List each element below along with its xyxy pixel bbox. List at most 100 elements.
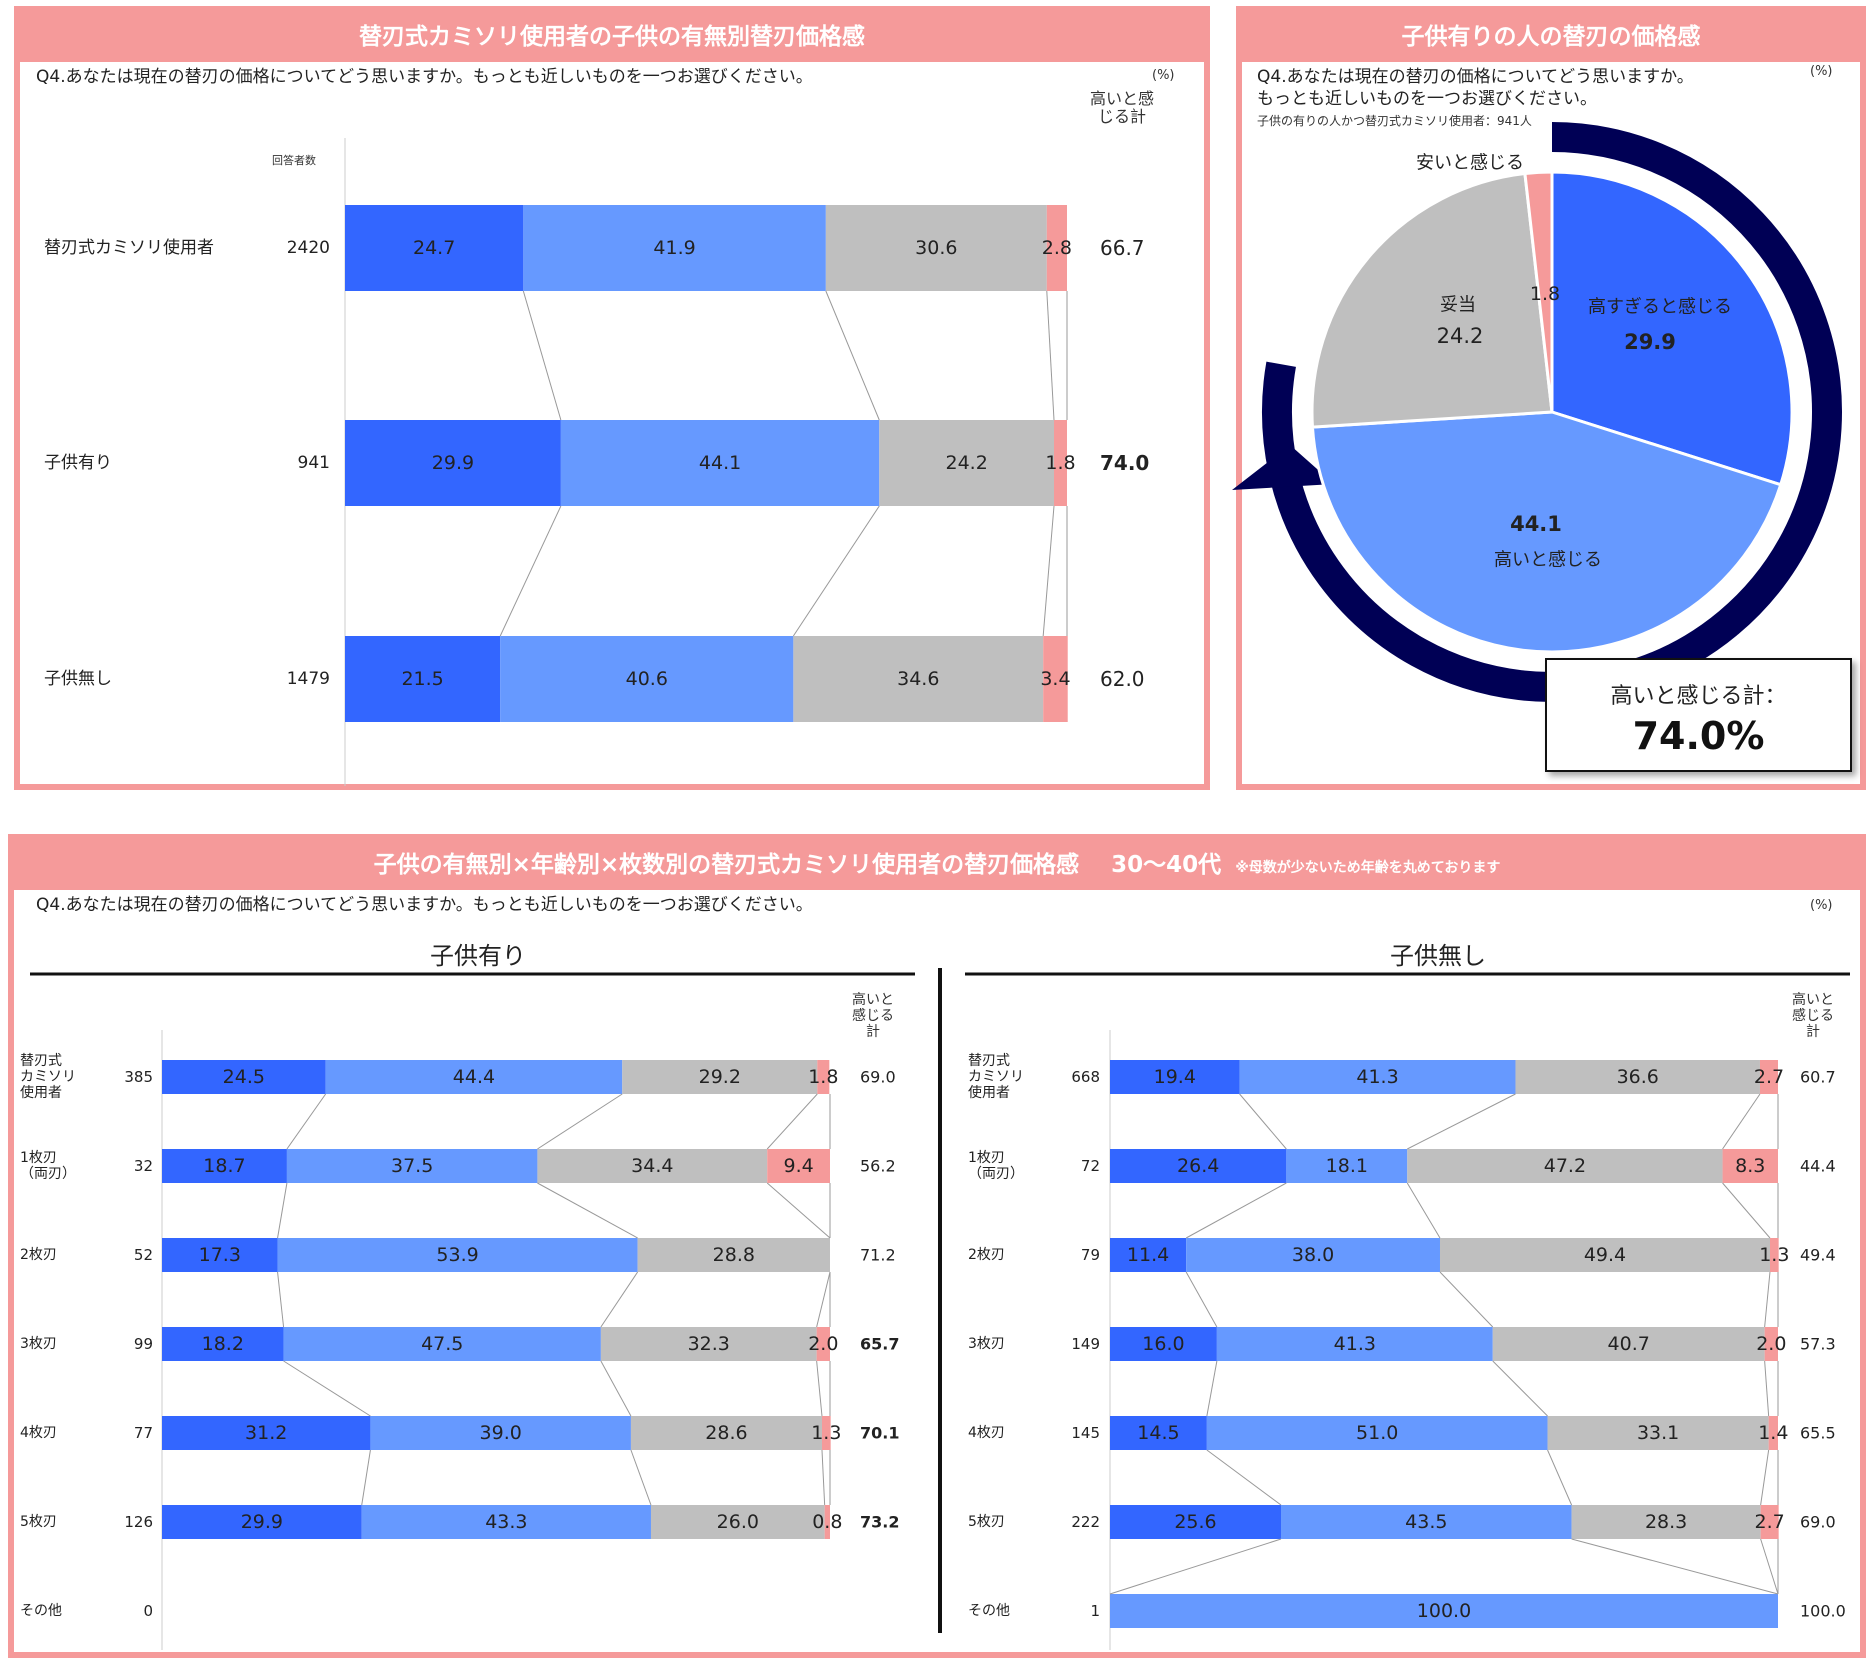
pie-value-fair: 24.2 [1437,324,1484,348]
panel3-title-suffix: 30～40代 [1111,852,1222,878]
p3R-bar-0-3 [1759,1060,1778,1094]
panel3-unit: (%) [1810,898,1833,913]
p1-bar-0-3 [1046,205,1067,291]
p1-connector-0-1 [825,290,880,421]
total-callout: 高いと感じる計： 74.0% [1545,658,1852,772]
p1-bar-2-3 [1043,636,1068,722]
p1-category-1: 子供有り [44,453,112,473]
p3L-n-1: 32 [134,1157,153,1175]
p3R-total-0: 60.7 [1800,1068,1836,1087]
p3R-label-2-0: 11.4 [1127,1244,1169,1266]
p3L-bar-1-1 [286,1149,538,1183]
pie-value-too-high: 29.9 [1624,330,1676,354]
p1-bar-2-1 [500,636,794,722]
p3R-connector-3-1 [1492,1360,1548,1417]
pie-name-cheap: 安いと感じる [1416,153,1524,174]
p3R-total-2: 49.4 [1800,1246,1836,1265]
p3R-total-3: 57.3 [1800,1335,1836,1354]
p3R-label-0-1: 41.3 [1356,1066,1398,1088]
panel3-title-note: ※母数が少ないため年齢を丸めております [1235,860,1501,876]
p1-total-2: 62.0 [1100,667,1145,691]
p3R-connector-2-2 [1764,1271,1771,1328]
p3L-label-0-3: 1.8 [808,1066,838,1088]
p1-label-0-1: 41.9 [653,237,695,259]
p3L-category-2: 2枚刃 [20,1247,57,1263]
p1-connector-1-0 [499,505,562,637]
panel1-n-header: 回答者数 [272,154,316,167]
p3L-bar-2-0 [162,1238,278,1272]
p3L-label-2-2: 28.8 [713,1244,755,1266]
p3L-category-5: 5枚刃 [20,1514,57,1530]
p3R-category-1-0: 1枚刃 [968,1150,1005,1166]
p3R-bar-5-2 [1571,1505,1761,1539]
p1-bar-1-0 [345,420,561,506]
p1-connector-0-0 [522,290,562,421]
p1-n-2: 1479 [287,669,330,689]
p3L-label-4-0: 31.2 [245,1422,287,1444]
p1-bar-0-0 [345,205,524,291]
p3R-label-4-2: 33.1 [1637,1422,1679,1444]
p3L-n-5: 126 [124,1513,153,1531]
p3L-bar-5-2 [650,1505,825,1539]
p3R-label-3-2: 40.7 [1608,1333,1650,1355]
p3L-bar-2-1 [277,1238,638,1272]
p3L-bar-3-1 [283,1327,601,1361]
p3L-total-3: 65.7 [860,1335,899,1354]
p3L-connector-0-1 [537,1093,623,1150]
p3L-bar-4-3 [821,1416,831,1450]
panel3-question: Q4.あなたは現在の替刃の価格についてどう思いますか。もっとも近しいものを一つお… [36,895,813,915]
p1-label-2-3: 3.4 [1040,668,1070,690]
p1-label-0-3: 2.8 [1042,237,1072,259]
panel3-right-total-header: 高いと感じる計 [1792,992,1834,1040]
p3R-n-3: 149 [1071,1335,1100,1353]
p3R-connector-5-2 [1760,1538,1779,1595]
pie-value-high: 44.1 [1510,512,1562,536]
p3R-bar-0-1 [1239,1060,1516,1094]
p3R-bar-2-2 [1439,1238,1770,1272]
p3R-total-1: 44.4 [1800,1157,1836,1176]
p3R-bar-1-1 [1286,1149,1408,1183]
p3R-connector-1-2 [1722,1182,1771,1239]
p3R-connector-5-1 [1571,1538,1779,1595]
p1-label-2-2: 34.6 [897,668,939,690]
p3L-category-1-0: 1枚刃 [20,1150,57,1166]
p3L-n-2: 52 [134,1246,153,1264]
p3L-category-6: その他 [20,1603,62,1619]
pie-slice-3 [1523,170,1554,413]
p3R-label-1-0: 26.4 [1177,1155,1219,1177]
p3L-bar-4-0 [162,1416,371,1450]
p3R-bar-3-0 [1110,1327,1217,1361]
p3L-label-5-2: 26.0 [717,1511,759,1533]
p3L-label-2-0: 17.3 [199,1244,241,1266]
p1-connector-0-2 [1046,290,1055,421]
p3R-bar-6-1 [1110,1594,1778,1628]
p3L-bar-5-1 [361,1505,651,1539]
p3R-connector-3-2 [1764,1360,1770,1417]
p3L-label-1-2: 34.4 [631,1155,673,1177]
p3R-label-5-0: 25.6 [1174,1511,1216,1533]
p1-bar-0-2 [825,205,1047,291]
p3R-category-6: その他 [968,1603,1010,1619]
p1-connector-1-2 [1042,505,1055,637]
p3R-bar-3-2 [1492,1327,1765,1361]
p3L-label-1-0: 18.7 [203,1155,245,1177]
p3L-bar-0-2 [622,1060,818,1094]
p3L-label-3-0: 18.2 [202,1333,244,1355]
p3R-bar-4-0 [1110,1416,1207,1450]
p3R-total-6: 100.0 [1800,1602,1846,1621]
p3R-bar-4-3 [1768,1416,1778,1450]
p3L-label-1-1: 37.5 [391,1155,433,1177]
p1-bar-1-2 [879,420,1055,506]
callout-value: 74.0% [1632,714,1765,758]
panel3-right-header: 子供無し [1390,942,1486,970]
p3R-connector-2-1 [1439,1271,1494,1328]
pie-name-fair: 妥当 [1440,295,1476,316]
p3R-label-1-3: 8.3 [1735,1155,1765,1177]
p3R-label-5-3: 2.7 [1755,1511,1785,1533]
p3L-category-0-1: カミソリ [20,1069,76,1085]
p3R-bar-1-2 [1407,1149,1723,1183]
p3R-n-5: 222 [1071,1513,1100,1531]
p3R-connector-0-1 [1407,1093,1516,1150]
p1-n-0: 2420 [287,238,330,258]
panel2-unit: (%) [1810,64,1833,79]
